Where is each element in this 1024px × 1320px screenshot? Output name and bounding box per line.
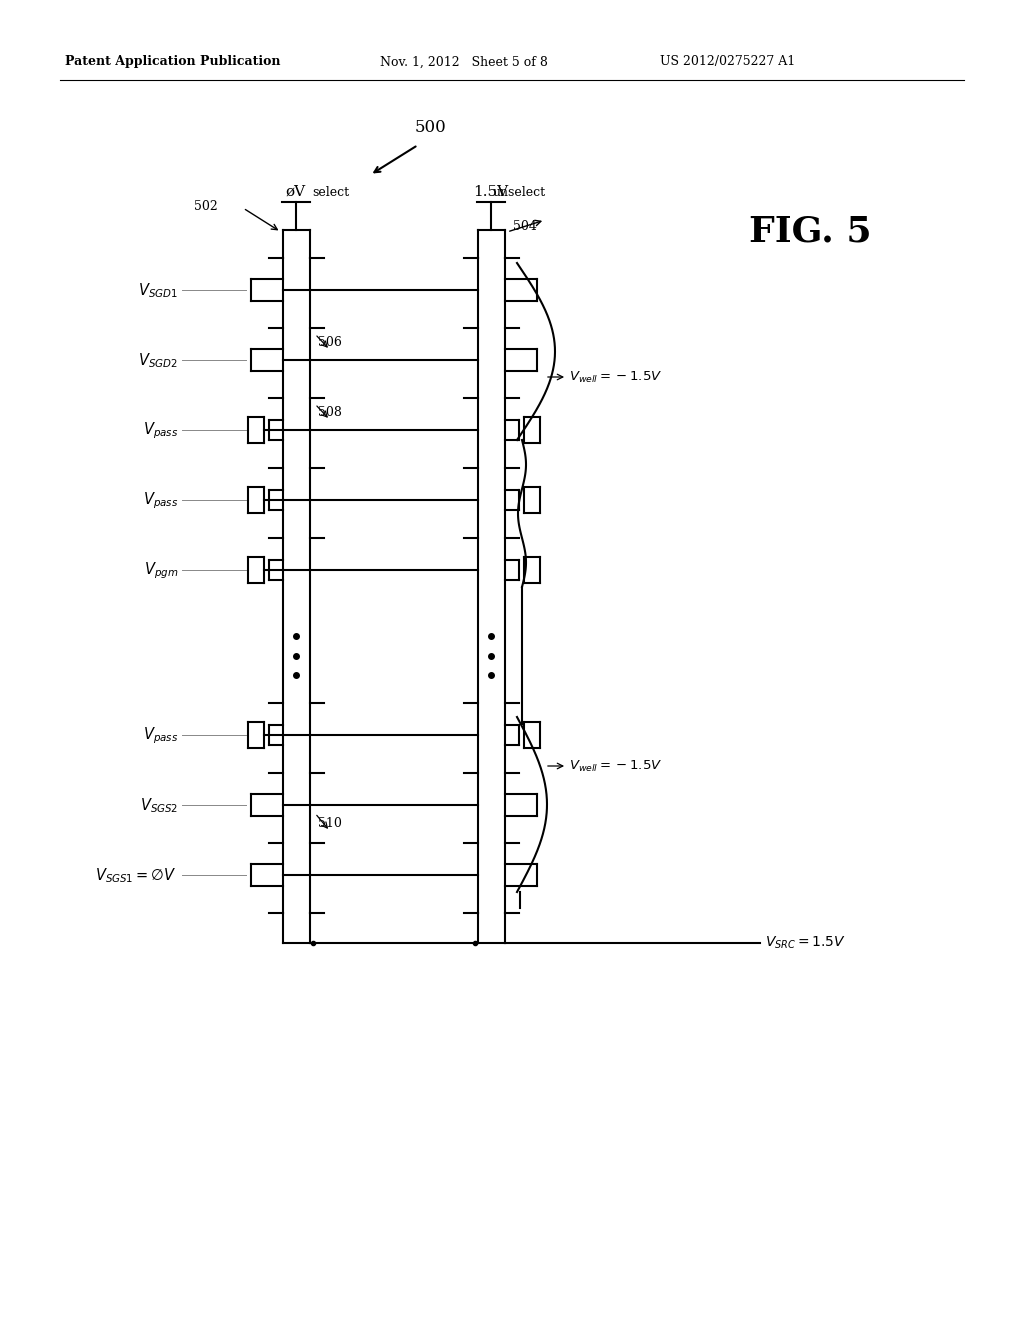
Text: $V_{SGS2}$: $V_{SGS2}$ <box>139 796 178 814</box>
Text: Patent Application Publication: Patent Application Publication <box>65 55 281 69</box>
Text: Nov. 1, 2012   Sheet 5 of 8: Nov. 1, 2012 Sheet 5 of 8 <box>380 55 548 69</box>
Text: US 2012/0275227 A1: US 2012/0275227 A1 <box>660 55 796 69</box>
Text: 508: 508 <box>318 405 342 418</box>
Text: $V_{pgm}$: $V_{pgm}$ <box>143 560 178 581</box>
Text: $V_{pass}$: $V_{pass}$ <box>142 725 178 746</box>
Text: unselect: unselect <box>493 186 546 198</box>
Text: 506: 506 <box>318 335 342 348</box>
Text: 502: 502 <box>195 199 218 213</box>
Text: $V_{well}=-1.5V$: $V_{well}=-1.5V$ <box>569 759 663 774</box>
Text: $V_{SGD2}$: $V_{SGD2}$ <box>138 351 178 370</box>
Text: FIG. 5: FIG. 5 <box>749 215 871 249</box>
Text: 510: 510 <box>318 817 342 830</box>
Text: select: select <box>312 186 349 198</box>
Text: $V_{pass}$: $V_{pass}$ <box>142 420 178 441</box>
Text: $V_{well}=-1.5V$: $V_{well}=-1.5V$ <box>569 370 663 384</box>
Text: $V_{SGD1}$: $V_{SGD1}$ <box>138 281 178 300</box>
Text: 500: 500 <box>414 120 445 136</box>
Text: $V_{pass}$: $V_{pass}$ <box>142 490 178 511</box>
Text: $V_{SRC}=1.5V$: $V_{SRC}=1.5V$ <box>765 935 846 952</box>
Text: 1.5V: 1.5V <box>473 185 509 199</box>
Text: $V_{SGS1}=\varnothing V$: $V_{SGS1}=\varnothing V$ <box>94 866 176 884</box>
Text: øV: øV <box>286 185 306 199</box>
Text: 504: 504 <box>513 219 537 232</box>
